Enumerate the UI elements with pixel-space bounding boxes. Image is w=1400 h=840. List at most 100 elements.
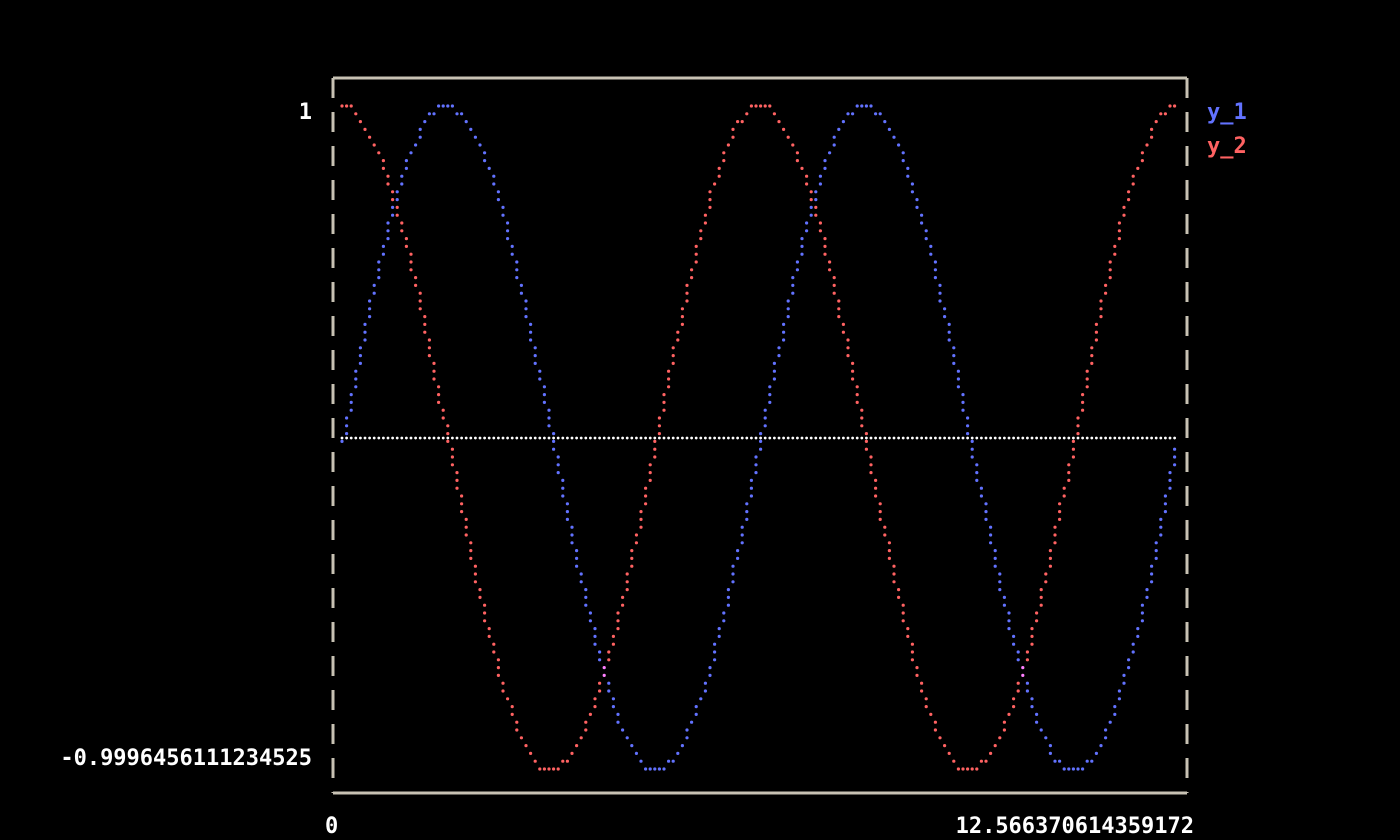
series-y2-point: [648, 471, 652, 475]
zero-line-dot: [823, 436, 827, 440]
zero-line-dot: [437, 436, 440, 440]
series-y2-point: [639, 517, 643, 522]
series-y2-point: [690, 276, 694, 280]
series-y2-point: [1062, 494, 1066, 498]
series-y2-point: [832, 283, 836, 287]
overlap-point: [1021, 673, 1025, 678]
series-y2-point: [621, 603, 625, 607]
series-y1-point: [1154, 549, 1158, 553]
series-y1-point: [1168, 486, 1172, 490]
series-y1-point: [1025, 681, 1029, 685]
series-y1-point: [924, 237, 928, 241]
series-y2-point: [630, 556, 634, 561]
series-y2-point: [1002, 728, 1007, 732]
series-y1-point: [851, 112, 855, 116]
series-y2-point: [473, 580, 477, 584]
series-y2-point: [432, 377, 436, 381]
series-y1-point: [611, 697, 616, 701]
series-y1-point: [1122, 673, 1126, 678]
series-y2-point: [400, 229, 404, 233]
series-y2-point: [823, 237, 827, 241]
series-y2-point: [805, 182, 809, 186]
series-y2-point: [1094, 330, 1098, 334]
series-y1-point: [754, 455, 758, 459]
series-y2-point: [607, 650, 611, 654]
series-y1-point: [1145, 595, 1149, 600]
series-y1-point: [979, 486, 984, 490]
series-y1-point: [1154, 541, 1158, 545]
series-y1-point: [745, 517, 749, 522]
series-y1-point: [814, 198, 818, 202]
series-y2-point: [823, 252, 827, 256]
series-y2-point: [869, 463, 873, 467]
zero-line-dot: [809, 436, 813, 440]
zero-line-dot: [506, 436, 509, 440]
series-y2-point: [1117, 221, 1121, 225]
series-y2-point: [837, 315, 841, 319]
series-y2-point: [910, 642, 915, 646]
zero-line-dot: [1021, 436, 1025, 440]
series-y1-point: [529, 322, 533, 326]
series-y1-point: [1071, 767, 1075, 771]
series-y2-point: [437, 393, 441, 397]
series-y1-point: [1058, 759, 1062, 763]
zero-line-dot: [998, 436, 1002, 440]
series-y1-point: [805, 229, 809, 233]
zero-line-dot: [943, 436, 946, 440]
series-y1-point: [611, 705, 616, 709]
series-y1-point: [1099, 744, 1103, 748]
zero-line-dot: [607, 436, 611, 440]
series-y2-point: [933, 728, 938, 732]
series-y2-point: [584, 728, 588, 732]
series-y2-point: [763, 104, 767, 108]
series-y1-point: [1122, 681, 1126, 685]
series-y2-point: [450, 463, 454, 467]
series-y2-point: [547, 767, 551, 771]
series-y2-point: [680, 322, 685, 326]
zero-line-dot: [1108, 436, 1112, 440]
series-y2-point: [418, 291, 422, 295]
series-y1-point: [662, 767, 666, 771]
zero-line-dot: [1007, 436, 1011, 440]
series-y2-point: [823, 244, 827, 248]
series-y2-point: [1085, 369, 1089, 373]
series-y1-point: [685, 728, 689, 732]
series-y1-point: [625, 736, 629, 740]
zero-line-dot: [446, 436, 450, 440]
zero-line-dot: [515, 436, 519, 440]
series-y1-point: [938, 291, 942, 295]
series-y2-point: [777, 120, 781, 124]
series-y1-point: [759, 432, 763, 436]
zero-line-dot: [690, 436, 693, 440]
series-y2-point: [1127, 190, 1131, 194]
series-y2-point: [469, 549, 473, 553]
series-y2-point: [731, 135, 735, 139]
series-y1-point: [644, 767, 648, 771]
series-y2-point: [473, 572, 477, 576]
series-y2-point: [818, 229, 823, 233]
series-y2-point: [611, 642, 616, 646]
series-y1-point: [726, 588, 731, 592]
series-y1-point: [860, 104, 864, 108]
zero-line-dot: [782, 436, 785, 440]
series-y2-point: [680, 315, 685, 319]
series-y1-point: [892, 135, 896, 139]
series-y1-point: [699, 697, 703, 701]
series-y1-point: [809, 213, 813, 217]
zero-line-dot: [478, 436, 482, 440]
zero-line-dot: [359, 436, 362, 440]
series-y2-point: [538, 767, 542, 771]
series-y2-point: [1085, 377, 1089, 381]
zero-line-dot: [612, 436, 615, 440]
series-y2-point: [529, 751, 533, 756]
series-y2-point: [1067, 478, 1071, 482]
series-y1-point: [694, 705, 698, 709]
zero-line-dot: [869, 436, 873, 440]
series-y2-point: [634, 533, 639, 537]
series-y2-point: [772, 112, 777, 116]
series-y2-point: [1053, 525, 1057, 529]
series-y1-point: [616, 712, 620, 717]
series-y1-point: [708, 673, 712, 678]
series-y1-point: [915, 205, 919, 209]
zero-line-dot: [938, 436, 942, 440]
